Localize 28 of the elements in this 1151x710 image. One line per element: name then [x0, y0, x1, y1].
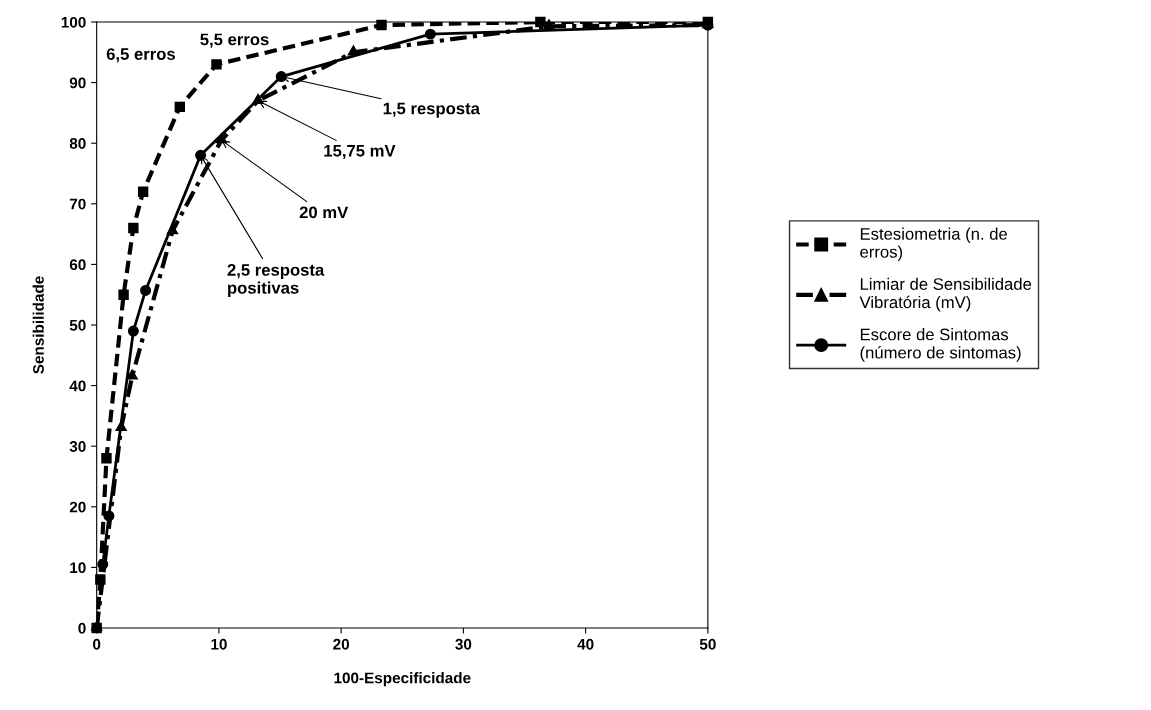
annotation: 5,5 erros: [200, 33, 269, 48]
y-tick-label: 90: [69, 77, 86, 89]
legend-label: Escore de Sintomas (número de sintomas): [860, 328, 1021, 362]
y-tick-label: 10: [70, 562, 86, 574]
x-tick-label: 0: [93, 638, 101, 650]
annotation: 2,5 resposta positivas: [227, 264, 325, 298]
y-tick-label: 60: [69, 259, 86, 271]
legend-label: Estesiometria (n. de erros): [860, 227, 1008, 262]
annotation: 20 mV: [299, 206, 349, 219]
y-tick-label: 40: [69, 380, 86, 392]
x-tick-label: 20: [333, 638, 350, 650]
y-tick-label: 20: [69, 501, 86, 513]
y-tick-label: 80: [69, 138, 86, 149]
y-tick-label: 50: [69, 319, 86, 331]
legend-label: Limiar de Sensibilidade Vibratória (mV): [859, 277, 1032, 312]
x-axis-title: 100-Especificidade: [334, 672, 471, 687]
y-tick-label: 70: [69, 198, 86, 210]
x-tick-label: 50: [699, 638, 716, 650]
annotation: 1,5 resposta: [383, 102, 481, 118]
annotation: 6,5 erros: [106, 48, 175, 63]
x-tick-label: 40: [577, 638, 594, 650]
y-tick-label: 0: [78, 622, 86, 634]
x-tick-label: 10: [211, 638, 227, 650]
x-tick-label: 30: [455, 638, 472, 650]
y-tick-label: 30: [69, 441, 86, 452]
y-tick-label: 100: [61, 16, 86, 28]
annotation: 15,75 mV: [324, 145, 396, 160]
y-axis-title: Sensibilidade: [32, 276, 44, 374]
